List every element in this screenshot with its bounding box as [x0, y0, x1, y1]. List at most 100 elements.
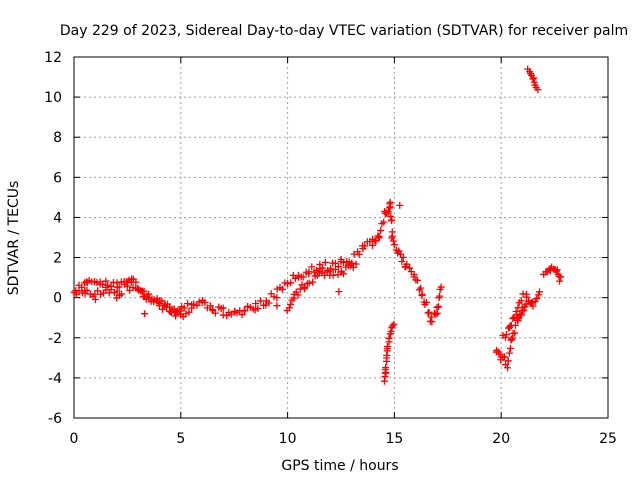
data-point	[321, 258, 329, 266]
data-point	[432, 310, 440, 318]
data-point	[99, 280, 107, 288]
data-point	[529, 75, 537, 83]
data-point	[535, 288, 543, 296]
data-point	[388, 217, 396, 225]
x-tick-label: 20	[492, 431, 510, 447]
data-point	[500, 353, 508, 361]
y-tick-label: -4	[48, 371, 62, 387]
data-point	[502, 331, 510, 339]
x-tick-label: 10	[279, 431, 297, 447]
data-point	[530, 74, 538, 82]
data-point	[387, 327, 395, 335]
data-point	[390, 241, 398, 249]
data-point	[113, 279, 121, 287]
data-point	[534, 86, 542, 94]
data-point	[436, 292, 444, 300]
data-point	[388, 232, 396, 240]
plot-frame	[73, 56, 609, 419]
y-axis-ticks: -6 -4 -2 0 2 4 6 8 10 12	[44, 50, 608, 427]
data-point	[190, 300, 198, 308]
data-point	[434, 303, 442, 311]
data-point	[118, 290, 126, 298]
y-tick-label: 6	[53, 170, 62, 186]
data-point	[534, 291, 542, 299]
data-point	[329, 271, 337, 279]
data-point	[557, 273, 565, 281]
data-point	[349, 263, 357, 271]
data-point	[257, 297, 265, 305]
data-point	[424, 309, 432, 317]
data-point	[211, 309, 219, 317]
data-point	[102, 277, 110, 285]
data-point	[219, 304, 227, 312]
data-point	[180, 304, 188, 312]
chart-title: Day 229 of 2023, Sidereal Day-to-day VTE…	[60, 23, 628, 39]
data-point	[184, 300, 192, 308]
data-point	[331, 266, 339, 274]
data-point	[132, 278, 140, 286]
data-point	[361, 242, 369, 250]
data-point	[406, 264, 414, 272]
data-point	[201, 299, 209, 307]
data-point	[505, 349, 513, 357]
data-point	[326, 265, 334, 273]
data-point	[506, 344, 514, 352]
data-point	[287, 279, 295, 287]
y-tick-label: 8	[53, 130, 62, 146]
data-point	[97, 290, 105, 298]
y-axis-label: SDTVAR / TECUs	[6, 181, 22, 296]
data-point	[433, 303, 441, 311]
data-point	[352, 260, 360, 268]
data-point	[176, 307, 184, 315]
data-point	[299, 273, 307, 281]
data-point	[553, 266, 561, 274]
y-tick-label: 12	[44, 50, 62, 66]
data-point	[389, 237, 397, 245]
y-tick-label: -2	[48, 331, 62, 347]
data-point	[384, 343, 392, 351]
data-point	[509, 314, 517, 322]
data-point	[433, 309, 441, 317]
y-tick-label: -6	[48, 411, 62, 427]
data-point	[83, 286, 91, 294]
data-point	[78, 283, 86, 291]
data-point	[519, 290, 527, 298]
data-point	[504, 357, 512, 365]
data-point	[546, 267, 554, 275]
data-point	[185, 308, 193, 316]
data-point	[316, 260, 324, 268]
data-point	[375, 234, 383, 242]
data-point	[294, 291, 302, 299]
data-point	[305, 270, 313, 278]
data-point	[91, 296, 99, 304]
data-point	[355, 250, 363, 258]
data-point	[104, 281, 112, 289]
x-axis-label: GPS time / hours	[281, 458, 398, 474]
data-point	[286, 300, 294, 308]
data-point	[278, 285, 286, 293]
data-point	[513, 311, 521, 319]
data-point	[385, 208, 393, 216]
data-point	[533, 295, 541, 303]
data-point	[309, 278, 317, 286]
data-point	[273, 294, 281, 302]
data-point	[182, 310, 190, 318]
data-point	[339, 270, 347, 278]
data-point	[273, 302, 281, 310]
data-point	[380, 218, 388, 226]
data-point	[418, 290, 426, 298]
data-point	[300, 285, 308, 293]
data-point	[238, 311, 246, 319]
data-point	[403, 260, 411, 268]
data-point	[140, 310, 148, 318]
x-tick-label: 25	[599, 431, 617, 447]
data-point	[507, 321, 515, 329]
y-tick-label: 2	[53, 251, 62, 267]
data-point	[422, 298, 430, 306]
data-point	[372, 237, 380, 245]
data-point	[428, 318, 436, 326]
data-points	[70, 65, 565, 385]
data-point	[413, 276, 421, 284]
data-point	[503, 364, 511, 372]
data-point	[335, 288, 343, 296]
